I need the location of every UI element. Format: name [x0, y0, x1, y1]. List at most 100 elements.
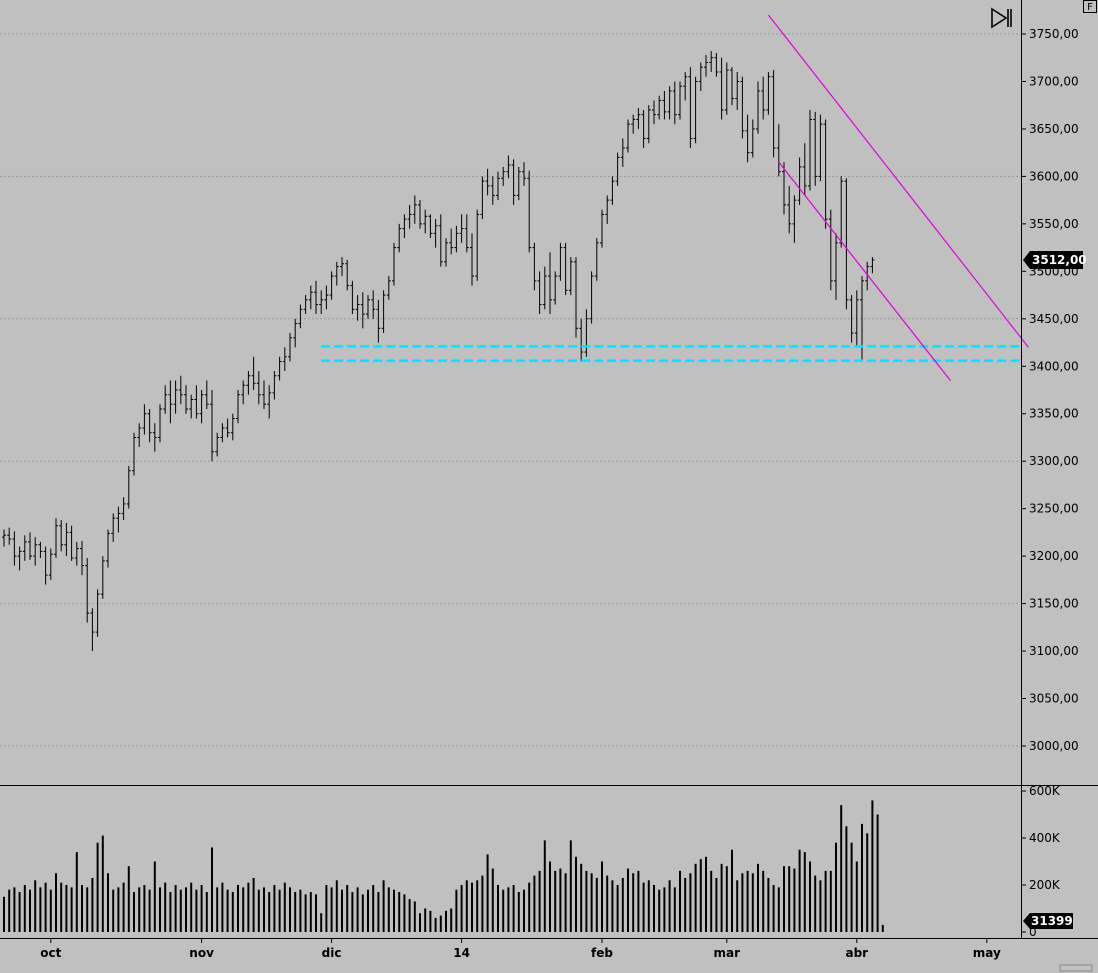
volume-bar[interactable] [627, 868, 629, 932]
volume-bar[interactable] [299, 889, 302, 932]
ohlc-bar[interactable] [412, 195, 417, 224]
volume-bar[interactable] [523, 889, 525, 932]
ohlc-bar[interactable] [360, 292, 365, 329]
volume-bar[interactable] [18, 892, 21, 932]
volume-bar[interactable] [403, 894, 406, 932]
ohlc-bar[interactable] [204, 380, 209, 409]
ohlc-bar[interactable] [797, 157, 802, 205]
volume-bar[interactable] [351, 892, 354, 932]
ohlc-bar[interactable] [828, 209, 833, 291]
volume-bar[interactable] [460, 885, 463, 932]
volume-bar[interactable] [549, 861, 551, 933]
volume-bar[interactable] [3, 896, 5, 932]
volume-bar[interactable] [148, 889, 151, 932]
ohlc-bar[interactable] [641, 109, 646, 148]
ohlc-bar[interactable] [28, 532, 32, 560]
volume-bar[interactable] [429, 910, 432, 932]
ohlc-bar[interactable] [106, 529, 110, 568]
ohlc-bar[interactable] [496, 171, 500, 201]
volume-bar[interactable] [585, 870, 588, 932]
ohlc-bar[interactable] [267, 385, 272, 419]
volume-bar[interactable] [798, 849, 801, 932]
ohlc-bar[interactable] [646, 105, 651, 144]
ohlc-bar[interactable] [329, 271, 334, 300]
volume-bar[interactable] [616, 885, 619, 932]
volume-bar[interactable] [543, 840, 546, 932]
volume-bar[interactable] [289, 887, 291, 932]
ohlc-bar[interactable] [594, 238, 599, 281]
ohlc-bar[interactable] [392, 242, 396, 286]
ohlc-bar[interactable] [719, 57, 724, 120]
ohlc-bar[interactable] [142, 404, 147, 435]
volume-bar[interactable] [294, 892, 297, 932]
ohlc-bar[interactable] [730, 67, 734, 106]
volume-bar[interactable] [117, 887, 120, 932]
volume-bar[interactable] [60, 882, 63, 932]
ohlc-bar[interactable] [256, 371, 261, 405]
ohlc-bar[interactable] [303, 295, 308, 315]
ohlc-bar[interactable] [64, 522, 69, 557]
volume-bar[interactable] [122, 882, 125, 932]
volume-bar[interactable] [502, 889, 505, 932]
volume-bar[interactable] [788, 866, 791, 932]
volume-bar[interactable] [143, 885, 146, 932]
ohlc-bar[interactable] [511, 159, 516, 205]
volume-bar[interactable] [606, 875, 609, 932]
volume-bar[interactable] [49, 889, 52, 932]
ohlc-bar[interactable] [844, 178, 849, 310]
volume-bar[interactable] [195, 889, 198, 932]
volume-bar[interactable] [647, 880, 650, 932]
volume-bar[interactable] [226, 889, 229, 932]
volume-bar[interactable] [29, 889, 31, 932]
ohlc-bar[interactable] [490, 176, 495, 205]
volume-bar[interactable] [710, 870, 713, 932]
volume-bar[interactable] [205, 892, 208, 932]
ohlc-bar[interactable] [652, 100, 656, 125]
volume-bar[interactable] [564, 873, 567, 932]
ohlc-bar[interactable] [615, 152, 620, 186]
volume-bar[interactable] [668, 880, 671, 932]
ohlc-bar[interactable] [251, 356, 256, 390]
ohlc-bar[interactable] [116, 506, 121, 533]
ohlc-bar[interactable] [818, 114, 823, 182]
volume-bar[interactable] [91, 877, 94, 932]
volume-bar[interactable] [179, 889, 182, 932]
ohlc-bar[interactable] [38, 541, 43, 559]
volume-bar[interactable] [8, 889, 11, 932]
volume-bar[interactable] [741, 873, 744, 932]
volume-bar[interactable] [465, 880, 468, 932]
ohlc-bar[interactable] [319, 290, 324, 315]
ohlc-bar[interactable] [272, 371, 277, 400]
ohlc-bar[interactable] [771, 70, 776, 158]
ohlc-bar[interactable] [579, 318, 584, 362]
ohlc-bar[interactable] [74, 541, 79, 566]
volume-bar[interactable] [611, 880, 614, 932]
ohlc-bar[interactable] [449, 228, 454, 255]
volume-bar[interactable] [777, 887, 780, 932]
ohlc-bar[interactable] [345, 259, 350, 291]
ohlc-bar[interactable] [111, 513, 116, 542]
ohlc-bar[interactable] [563, 242, 568, 296]
ohlc-bar[interactable] [600, 209, 604, 248]
ohlc-bar[interactable] [293, 318, 298, 348]
ohlc-bar[interactable] [787, 185, 792, 234]
volume-bar[interactable] [185, 887, 187, 932]
ohlc-bar[interactable] [865, 261, 870, 291]
volume-bar[interactable] [725, 866, 728, 932]
volume-bar[interactable] [86, 887, 89, 932]
ohlc-bar[interactable] [589, 271, 594, 324]
volume-bar[interactable] [684, 877, 687, 932]
volume-bar[interactable] [133, 892, 135, 932]
ohlc-bar[interactable] [246, 371, 251, 395]
ohlc-bar[interactable] [402, 214, 407, 239]
volume-bar[interactable] [55, 873, 57, 932]
ohlc-bar[interactable] [132, 432, 136, 476]
ohlc-bar[interactable] [438, 214, 443, 267]
ohlc-bar[interactable] [776, 124, 781, 177]
volume-bar[interactable] [341, 889, 343, 932]
volume-bar[interactable] [497, 885, 499, 932]
volume-bar[interactable] [601, 861, 603, 933]
ohlc-bar[interactable] [17, 546, 22, 571]
volume-bar[interactable] [70, 887, 73, 932]
ohlc-bar[interactable] [537, 271, 542, 315]
